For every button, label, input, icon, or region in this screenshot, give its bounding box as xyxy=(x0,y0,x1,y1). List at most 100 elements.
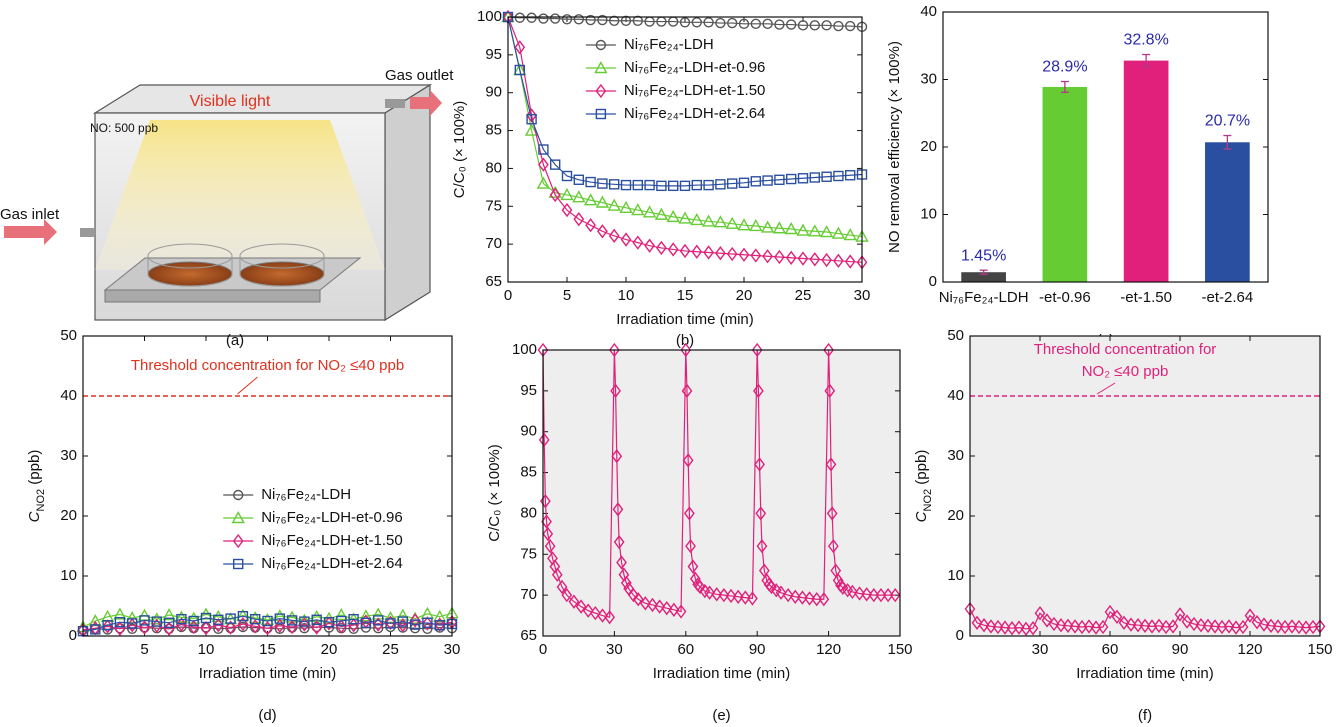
marker xyxy=(833,253,844,268)
marker xyxy=(631,203,645,216)
marker xyxy=(647,597,658,613)
legend-label: Ni₇₆Fe₂₄-LDH xyxy=(261,486,351,503)
x-tick-label: 60 xyxy=(677,641,694,658)
marker xyxy=(561,170,573,182)
marker xyxy=(786,173,797,185)
marker xyxy=(845,170,856,181)
marker xyxy=(620,15,632,26)
legend-label: Ni₇₆Fe₂₄-LDH-et-2.64 xyxy=(624,105,766,122)
y-axis-label-part: C xyxy=(913,511,930,522)
marker xyxy=(162,608,176,621)
marker xyxy=(711,587,723,602)
marker xyxy=(262,621,273,636)
marker xyxy=(821,171,832,182)
marker xyxy=(385,615,396,630)
marker xyxy=(772,221,787,234)
marker xyxy=(691,244,703,259)
marker xyxy=(753,383,764,399)
x-tick-label: -et-2.64 xyxy=(1202,289,1254,306)
marker xyxy=(1118,615,1130,630)
marker xyxy=(1111,609,1123,624)
x-tick-label: 30 xyxy=(1032,641,1049,658)
marker xyxy=(211,609,225,622)
marker xyxy=(785,250,797,265)
marker xyxy=(713,215,728,228)
marker xyxy=(597,14,608,26)
marker xyxy=(126,618,138,629)
marker xyxy=(985,619,997,634)
marker xyxy=(809,20,820,31)
marker xyxy=(1125,617,1137,632)
y-tick-label: 65 xyxy=(520,627,537,644)
marker xyxy=(1062,618,1074,633)
marker xyxy=(573,211,585,227)
marker xyxy=(843,228,857,241)
marker xyxy=(1174,607,1186,622)
marker xyxy=(619,200,633,214)
marker xyxy=(573,174,584,185)
marker xyxy=(233,489,244,501)
y-axis-label-part: C xyxy=(26,511,43,522)
marker xyxy=(620,232,632,247)
legend-label: Ni₇₆Fe₂₄-LDH-et-1.50 xyxy=(261,532,403,549)
x-tick-label: 5 xyxy=(140,641,148,658)
marker xyxy=(687,559,699,574)
y-tick-label: 50 xyxy=(947,327,964,344)
marker xyxy=(422,623,433,634)
marker xyxy=(126,623,138,634)
marker xyxy=(524,123,539,136)
marker xyxy=(561,202,573,218)
y-axis-label-part: NO2 xyxy=(922,489,934,512)
marker xyxy=(385,618,396,629)
marker xyxy=(1048,616,1060,632)
x-axis-label: Irradiation time (min) xyxy=(653,665,791,682)
x-tick-label: 90 xyxy=(749,641,766,658)
marker xyxy=(1069,619,1081,634)
marker xyxy=(739,590,751,605)
marker xyxy=(774,249,785,265)
marker xyxy=(542,526,554,542)
marker xyxy=(585,176,596,188)
marker xyxy=(113,607,127,620)
x-tick-label: 10 xyxy=(198,641,215,658)
marker xyxy=(1244,608,1256,623)
marker xyxy=(550,13,561,24)
marker xyxy=(808,224,822,237)
marker xyxy=(514,64,525,76)
panel-caption: (b) xyxy=(676,332,694,349)
marker xyxy=(694,579,706,595)
y-tick-label: 70 xyxy=(520,586,537,603)
marker xyxy=(690,212,704,226)
y-tick-label: 20 xyxy=(947,507,964,524)
marker xyxy=(750,176,761,187)
marker xyxy=(727,17,738,29)
x-tick-label: 25 xyxy=(382,641,399,658)
marker xyxy=(536,176,551,189)
marker xyxy=(832,573,844,588)
marker xyxy=(833,170,844,182)
panel-caption: (f) xyxy=(1138,707,1152,724)
marker xyxy=(1202,618,1214,633)
plot-background xyxy=(970,336,1320,636)
marker xyxy=(725,216,739,229)
series-line xyxy=(507,16,863,263)
marker xyxy=(1188,616,1200,632)
marker xyxy=(762,249,773,264)
y-tick-label: 30 xyxy=(920,70,937,87)
marker xyxy=(150,612,164,625)
y-tick-label: 10 xyxy=(947,567,964,584)
marker xyxy=(701,214,716,227)
value-label: 20.7% xyxy=(1205,113,1250,130)
y-axis-label: CNO2 (ppb) xyxy=(26,450,47,523)
marker xyxy=(749,219,763,232)
marker xyxy=(1181,614,1193,629)
series-line xyxy=(82,615,453,632)
marker xyxy=(232,533,244,549)
marker xyxy=(804,591,815,606)
marker xyxy=(727,178,738,189)
y-tick-label: 30 xyxy=(947,447,964,464)
legend-label: Ni₇₆Fe₂₄-LDH-et-1.50 xyxy=(624,82,766,99)
marker xyxy=(661,601,673,616)
marker xyxy=(299,616,310,627)
marker xyxy=(762,175,773,186)
